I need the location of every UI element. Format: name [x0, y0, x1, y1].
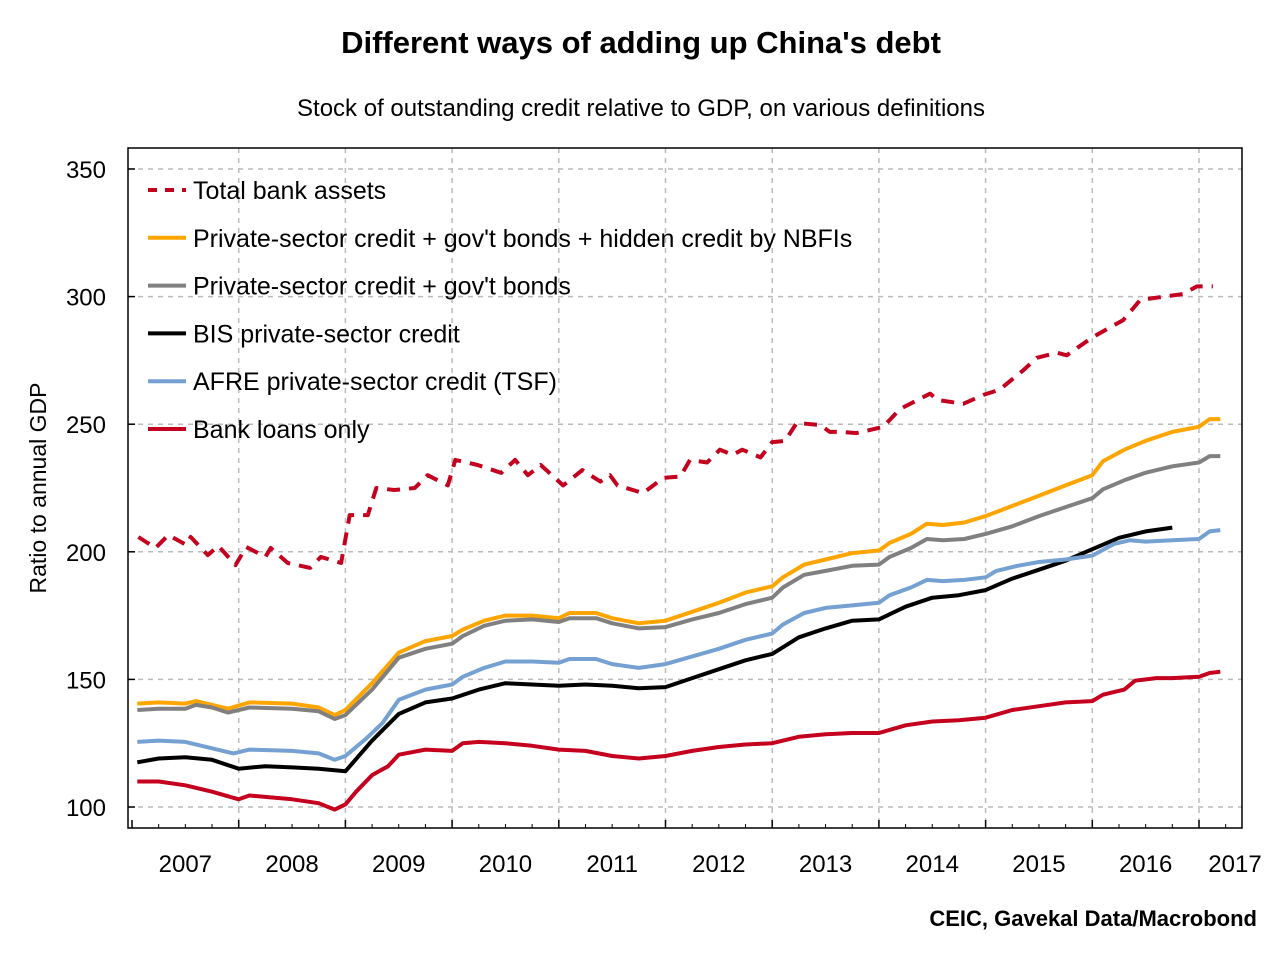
- plot-frame: [127, 147, 1243, 829]
- y-tick-label: 350: [66, 157, 106, 184]
- x-tick-label: 2012: [692, 851, 745, 878]
- legend-label: BIS private-sector credit: [193, 320, 460, 348]
- series-line-2: [137, 454, 1221, 721]
- x-tick-label: 2011: [586, 851, 638, 878]
- y-tick-label: 250: [66, 412, 106, 439]
- legend-label: Private-sector credit + gov't bonds + hi…: [193, 225, 852, 253]
- chart-title: Different ways of adding up China's debt: [341, 25, 941, 60]
- x-tick-label: 2016: [1119, 851, 1172, 878]
- y-axis-label: Ratio to annual GDP: [25, 383, 51, 594]
- axis-ticks: 100 150 200 250 300 350 2007 2008 2009 2010 2011 20…: [66, 157, 1262, 878]
- series-lines: [136, 284, 1221, 812]
- legend-label: AFRE private-sector credit (TSF): [193, 368, 557, 396]
- chart-subtitle: Stock of outstanding credit relative to …: [297, 95, 985, 122]
- series-line-0: [137, 284, 1213, 570]
- gridlines: [128, 148, 1242, 828]
- x-tick-label: 2015: [1012, 851, 1065, 878]
- x-tick-label: 2007: [159, 851, 212, 878]
- x-tick-label: 2014: [906, 851, 959, 878]
- x-tick-label: 2013: [799, 851, 852, 878]
- y-tick-label: 100: [66, 795, 106, 822]
- source-note: CEIC, Gavekal Data/Macrobond: [929, 906, 1257, 931]
- series-line-3: [136, 525, 1173, 774]
- series-line-4: [137, 528, 1221, 762]
- series-line-1: [137, 417, 1221, 718]
- y-tick-label: 300: [66, 285, 106, 312]
- x-tick-label: 2009: [372, 851, 425, 878]
- x-tick-label: 2008: [265, 851, 318, 878]
- legend-label: Total bank assets: [193, 177, 386, 205]
- legend-label: Bank loans only: [193, 416, 370, 444]
- legend: Total bank assets Private-sector credit +…: [148, 177, 852, 444]
- series-line-5: [137, 669, 1221, 812]
- x-tick-label: 2017: [1208, 851, 1261, 878]
- y-tick-label: 150: [66, 667, 106, 694]
- legend-label: Private-sector credit + gov't bonds: [193, 273, 571, 301]
- y-tick-label: 200: [66, 540, 106, 567]
- x-tick-label: 2010: [479, 851, 532, 878]
